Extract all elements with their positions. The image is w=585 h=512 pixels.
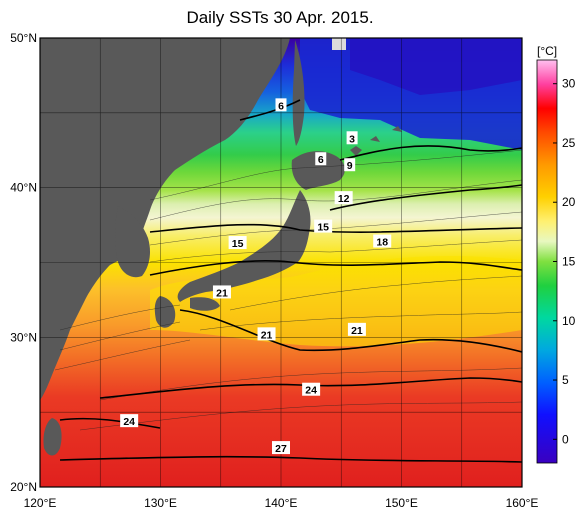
- lon-tick-label: 150°E: [385, 496, 418, 510]
- contour-value-label: 3: [349, 133, 355, 145]
- contour-label-box: [344, 158, 356, 172]
- contour-label-box: [212, 285, 231, 299]
- contour-value-label: 24: [123, 416, 135, 428]
- contour-label-box: [275, 98, 287, 112]
- contour-label-box: [228, 236, 247, 250]
- colorbar-tick-label: 25: [562, 136, 576, 150]
- lat-tick-label: 50°N: [10, 31, 37, 45]
- colorbar-tick-label: 30: [562, 77, 576, 91]
- contour-label-box: [347, 322, 366, 336]
- contour-label-box: [346, 131, 358, 145]
- colorbar-unit-label: [°C]: [537, 44, 557, 58]
- lon-tick-label: 160°E: [506, 496, 539, 510]
- lon-tick-label: 130°E: [144, 496, 177, 510]
- korea-landmass: [115, 206, 150, 278]
- contour-value-label: 21: [351, 325, 363, 337]
- honshu-landmass: [177, 190, 311, 302]
- contour-value-label: 18: [376, 237, 388, 249]
- colorbar-tick-label: 0: [562, 432, 569, 446]
- graticule: [40, 38, 522, 487]
- contour-label-box: [272, 441, 290, 455]
- colorbar-tick-label: 5: [562, 373, 569, 387]
- contour-label-box: [120, 414, 139, 428]
- contour-label-box: [257, 327, 276, 341]
- contour-value-label: 27: [275, 443, 287, 455]
- lon-tick-label: 120°E: [24, 496, 57, 510]
- taiwan-landmass: [43, 418, 62, 456]
- contour-value-label: 12: [338, 193, 350, 205]
- lat-tick-label: 40°N: [10, 181, 37, 195]
- contour-value-label: 15: [317, 222, 329, 234]
- contour-label-box: [302, 382, 321, 396]
- colorbar-tick-label: 15: [562, 255, 576, 269]
- contour-value-label: 6: [318, 154, 324, 166]
- map-frame: [39, 37, 523, 488]
- contour-label-box: [315, 152, 327, 166]
- kyushu-landmass: [154, 296, 176, 328]
- asia-landmass: [40, 38, 290, 400]
- contour-value-label: 21: [216, 287, 228, 299]
- lat-tick-label: 30°N: [10, 330, 37, 344]
- map-title: Daily SSTs 30 Apr. 2015.: [186, 8, 374, 27]
- contour-label-box: [373, 234, 392, 248]
- shikoku-landmass: [190, 297, 220, 311]
- colorbar-tick-label: 20: [562, 195, 576, 209]
- contour-value-label: 15: [232, 238, 244, 250]
- lon-tick-label: 140°E: [265, 496, 298, 510]
- contour-value-label: 21: [261, 329, 273, 341]
- contour-label-box: [334, 191, 353, 205]
- colorbar-tick-label: 10: [562, 314, 576, 328]
- contour-value-label: 6: [278, 100, 284, 112]
- sea-ice-patch: [332, 38, 346, 50]
- contour-value-label: 24: [305, 385, 317, 397]
- sakhalin-landmass: [292, 40, 305, 146]
- hokkaido-landmass: [291, 151, 345, 190]
- contour-label-box: [314, 219, 333, 233]
- contour-value-label: 9: [347, 160, 353, 172]
- lat-tick-label: 20°N: [10, 480, 37, 494]
